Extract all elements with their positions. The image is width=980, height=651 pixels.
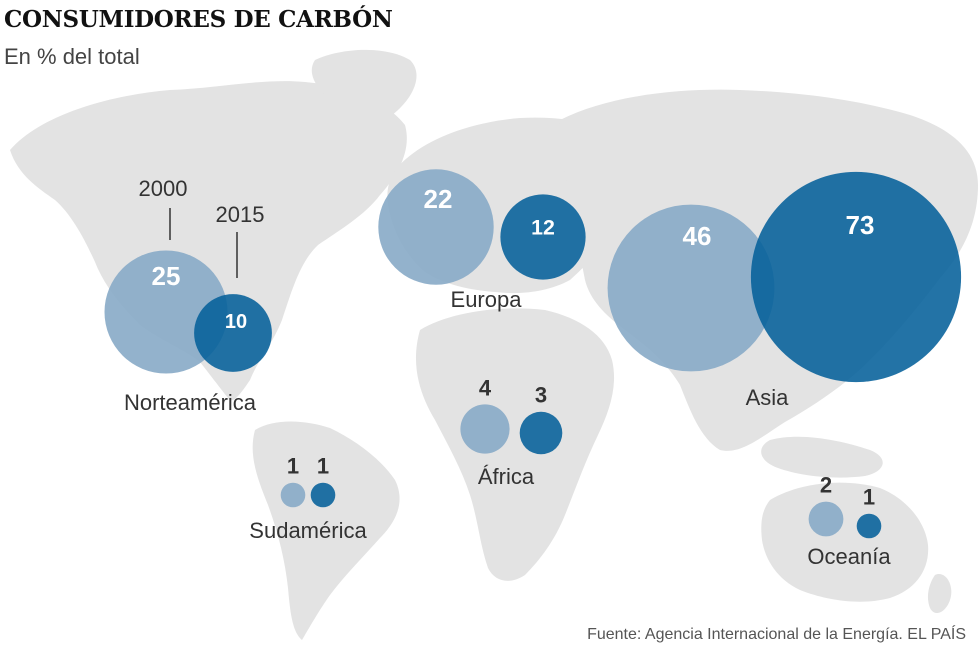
map-australia [761,482,929,602]
year-leader-lines [169,208,238,278]
value-label-africa-2015: 3 [535,383,547,408]
bubble-africa-2015 [519,411,563,455]
bubble-asia-2000 [607,204,775,372]
region-label-sudamerica: Sudamérica [249,518,367,543]
bubble-africa-2000 [460,404,510,454]
value-label-europa-2000: 22 [424,184,453,214]
region-label-africa: África [478,464,535,489]
bubble-europa-2015 [500,194,586,280]
chart-title: CONSUMIDORES DE CARBÓN [4,6,393,33]
map-southeast-asia-islands [761,436,883,478]
bubble-sudamerica-2015 [310,482,336,508]
value-label-europa-2015: 12 [531,215,555,239]
source-note: Fuente: Agencia Internacional de la Ener… [587,626,966,643]
value-label-asia-2000: 46 [683,221,712,251]
year-label-2000: 2000 [139,176,188,201]
region-label-norteamerica: Norteamérica [124,390,257,415]
value-label-oceania-2000: 2 [820,473,832,498]
bubble-oceania-2000 [808,501,844,537]
bubble-sudamerica-2000 [280,482,306,508]
value-label-africa-2000: 4 [479,375,492,400]
map-new-zealand [927,574,952,614]
year-label-2015: 2015 [216,202,265,227]
map-north-america [10,81,407,401]
value-label-oceania-2015: 1 [863,485,875,510]
value-label-sudamerica-2015: 1 [317,454,329,479]
bubble-europa-2000 [378,169,494,285]
chart-subtitle: En % del total [4,44,140,69]
value-label-norteamerica-2000: 25 [152,261,181,291]
region-label-europa: Europa [451,287,523,312]
region-label-asia: Asia [746,385,790,410]
bubble-norteamerica-2015 [194,294,272,372]
bubble-asia-2015 [750,171,962,383]
bubble-oceania-2015 [856,513,882,539]
map-greenland [311,49,417,119]
map-south-america [252,421,400,640]
value-label-sudamerica-2000: 1 [287,454,299,479]
region-label-oceania: Oceanía [807,544,891,569]
map-africa [415,308,615,581]
bubbles [104,169,962,539]
value-label-norteamerica-2015: 10 [225,311,247,333]
value-label-asia-2015: 73 [846,210,875,240]
